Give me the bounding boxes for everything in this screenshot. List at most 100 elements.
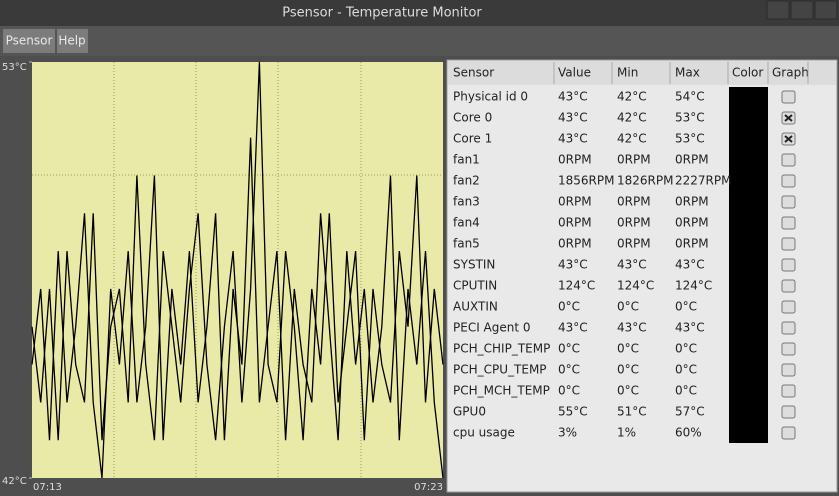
menu-label: Psensor xyxy=(6,34,53,48)
table-cell: 0°C xyxy=(558,300,580,314)
x-tick-label: 07:13 xyxy=(33,482,62,493)
table-cell: 0RPM xyxy=(558,216,592,230)
graph-checkbox[interactable] xyxy=(781,279,796,293)
column-header: Graph xyxy=(772,66,809,80)
graph-checkbox[interactable] xyxy=(781,321,796,335)
table-cell: 0RPM xyxy=(558,195,592,209)
table-cell: 43°C xyxy=(675,321,705,335)
table-cell: 42°C xyxy=(617,111,647,125)
title-bar xyxy=(0,0,839,26)
graph-checkbox[interactable] xyxy=(781,426,796,440)
graph-checkbox[interactable] xyxy=(781,405,796,419)
table-cell: fan2 xyxy=(453,174,480,188)
close-button[interactable] xyxy=(814,0,838,20)
table-cell: 0°C xyxy=(675,300,697,314)
window-title: Psensor - Temperature Monitor xyxy=(282,6,482,21)
table-cell: 0°C xyxy=(675,363,697,377)
table-cell: fan1 xyxy=(453,153,480,167)
graph-checkbox[interactable] xyxy=(781,363,796,377)
series-line xyxy=(31,137,444,479)
table-cell: 42°C xyxy=(617,90,647,104)
graph-checkbox[interactable] xyxy=(781,384,796,398)
table-cell: 43°C xyxy=(558,321,588,335)
checkbox-check xyxy=(784,114,793,122)
table-cell: SYSTIN xyxy=(453,258,495,272)
graph-checkbox[interactable] xyxy=(781,342,796,356)
table-cell: fan3 xyxy=(453,195,480,209)
table-cell: 42°C xyxy=(617,132,647,146)
y-tick-label: 42°C xyxy=(2,476,27,487)
table-cell: 57°C xyxy=(675,405,705,419)
table-cell: 43°C xyxy=(675,258,705,272)
table-cell: PCH_CHIP_TEMP xyxy=(453,342,550,356)
x-tick-label: 07:23 xyxy=(414,482,443,493)
maximize-button[interactable] xyxy=(790,0,814,20)
color-swatch xyxy=(729,87,768,443)
column-header: Max xyxy=(675,66,700,80)
graph-area xyxy=(32,62,443,478)
table-cell: AUXTIN xyxy=(453,300,498,314)
table-cell: 43°C xyxy=(558,132,588,146)
table-cell: 53°C xyxy=(675,132,705,146)
table-cell: 0°C xyxy=(675,342,697,356)
table-cell: PCH_MCH_TEMP xyxy=(453,384,550,398)
table-cell: 60% xyxy=(675,426,702,440)
table-header xyxy=(448,61,836,85)
sensor-table xyxy=(446,59,838,493)
graph-checkbox[interactable] xyxy=(781,195,796,209)
minimize-button[interactable] xyxy=(766,0,790,20)
table-cell: 43°C xyxy=(617,321,647,335)
table-cell: 43°C xyxy=(617,258,647,272)
table-cell: PCH_CPU_TEMP xyxy=(453,363,547,377)
column-header: Min xyxy=(617,66,638,80)
menu-psensor[interactable] xyxy=(3,29,55,53)
table-cell: 0RPM xyxy=(675,216,709,230)
table-cell: 124°C xyxy=(617,279,654,293)
table-cell: Core 1 xyxy=(453,132,492,146)
menu-bar xyxy=(0,26,839,56)
table-cell: cpu usage xyxy=(453,426,515,440)
table-cell: 1% xyxy=(617,426,636,440)
menu-label: Help xyxy=(58,34,85,48)
table-cell: CPUTIN xyxy=(453,279,497,293)
menu-help[interactable] xyxy=(57,29,88,53)
table-cell: 0RPM xyxy=(675,153,709,167)
checkbox-check xyxy=(784,135,793,143)
table-cell: 43°C xyxy=(558,111,588,125)
table-cell: 1856RPM xyxy=(558,174,614,188)
table-cell: 3% xyxy=(558,426,577,440)
table-cell: 0RPM xyxy=(675,237,709,251)
table-cell: 54°C xyxy=(675,90,705,104)
table-cell: 0RPM xyxy=(617,153,651,167)
graph-checkbox[interactable] xyxy=(781,300,796,314)
graph-checkbox[interactable] xyxy=(781,237,796,251)
table-cell: 0°C xyxy=(617,363,639,377)
table-cell: 0°C xyxy=(617,300,639,314)
table-cell: 0°C xyxy=(558,384,580,398)
table-cell: 124°C xyxy=(558,279,595,293)
table-cell: fan5 xyxy=(453,237,480,251)
table-cell: 51°C xyxy=(617,405,647,419)
graph-checkbox[interactable] xyxy=(781,216,796,230)
table-cell: 2227RPM xyxy=(675,174,731,188)
y-tick-label: 53°C xyxy=(2,62,27,73)
table-cell: 0RPM xyxy=(617,216,651,230)
table-cell: 0RPM xyxy=(558,153,592,167)
table-cell: 0RPM xyxy=(558,237,592,251)
table-cell: 124°C xyxy=(675,279,712,293)
table-cell: 0RPM xyxy=(675,195,709,209)
graph-checkbox[interactable] xyxy=(781,174,796,188)
table-cell: Physical id 0 xyxy=(453,90,528,104)
column-header: Color xyxy=(732,66,763,80)
table-cell: GPU0 xyxy=(453,405,486,419)
table-cell: PECI Agent 0 xyxy=(453,321,531,335)
table-cell: Core 0 xyxy=(453,111,492,125)
graph-checkbox[interactable] xyxy=(781,153,796,167)
table-cell: 0RPM xyxy=(617,237,651,251)
table-cell: 0°C xyxy=(675,384,697,398)
table-cell: 43°C xyxy=(558,90,588,104)
graph-checkbox[interactable] xyxy=(781,90,796,104)
table-cell: 0°C xyxy=(558,363,580,377)
graph-checkbox[interactable] xyxy=(781,258,796,272)
